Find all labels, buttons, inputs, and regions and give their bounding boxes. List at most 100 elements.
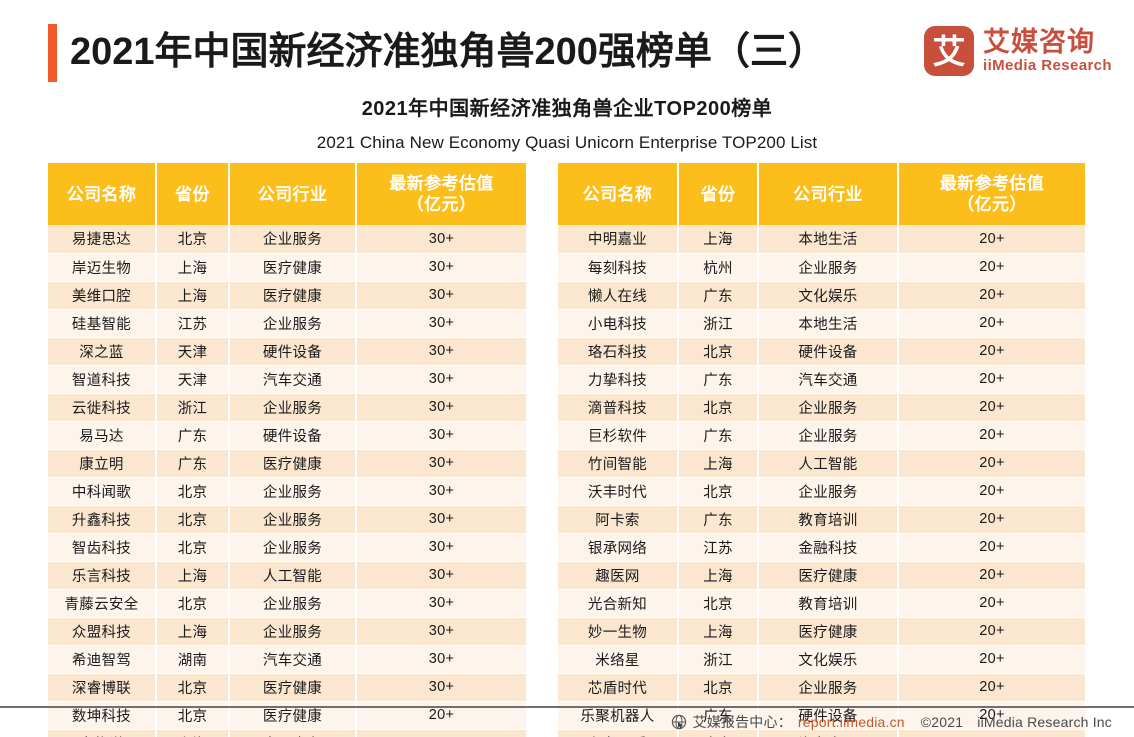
industry-cell: 汽车交通 (229, 365, 357, 394)
province-cell: 北京 (678, 393, 759, 422)
province-cell: 北京 (156, 477, 230, 506)
province-cell: 北京 (156, 505, 230, 534)
company-name-cell: 康立明 (48, 449, 157, 478)
company-name-cell: 竹间智能 (558, 449, 679, 478)
province-cell: 北京 (678, 589, 759, 618)
province-cell: 北京 (156, 701, 230, 730)
province-cell: 北京 (678, 477, 759, 506)
table-header-left: 公司名称 省份 公司行业 最新参考估值 （亿元） (48, 163, 526, 225)
province-cell: 北京 (678, 337, 759, 366)
footer-url[interactable]: report.iimedia.cn (797, 714, 905, 730)
province-cell: 广东 (678, 281, 759, 310)
column-header-province: 省份 (156, 163, 230, 225)
column-header-industry: 公司行业 (229, 163, 357, 225)
footer-organization: iiMedia Research Inc (977, 714, 1112, 730)
table-row: 有车以后广东汽车交通20+ (558, 729, 1085, 737)
company-name-cell: 深之蓝 (48, 337, 157, 366)
province-cell: 北京 (678, 673, 759, 702)
industry-cell: 企业服务 (758, 421, 899, 450)
company-name-cell: 硅基智能 (48, 309, 157, 338)
logo-text: 艾媒咨询 iiMedia Research (983, 27, 1112, 75)
table-row: 沃丰时代 北京 企业服务 20+ (558, 477, 1085, 506)
valuation-cell: 20+ (898, 365, 1085, 394)
title-accent-bar (48, 24, 57, 82)
table-header-row: 公司名称 省份 公司行业 最新参考估值 （亿元） (558, 163, 1085, 225)
company-name-cell: 乐言科技 (48, 561, 157, 590)
company-name-cell: 光合新知 (558, 589, 679, 618)
industry-cell: 医疗健康 (229, 701, 357, 730)
table-row: 小电科技 浙江 本地生活 20+ (558, 309, 1085, 338)
valuation-cell: 20+ (898, 533, 1085, 562)
table-row: 数坤科技 北京 医疗健康 20+ (48, 701, 526, 730)
company-name-cell: 众盟科技 (48, 617, 157, 646)
industry-cell: 硬件设备 (758, 701, 899, 730)
company-name-cell: 小电科技 (558, 309, 679, 338)
industry-cell: 教育培训 (758, 589, 899, 618)
valuation-cell: 30+ (356, 337, 526, 366)
industry-cell: 企业服务 (229, 533, 357, 562)
table-row: 易捷思达 北京 企业服务 30+ (48, 225, 526, 254)
valuation-cell: 30+ (356, 309, 526, 338)
page-header: 2021年中国新经济准独角兽200强榜单（三） 艾 艾媒咨询 iiMedia R… (0, 0, 1134, 90)
table-row: 硅基智能 江苏 企业服务 30+ (48, 309, 526, 338)
table-row: 众盟科技 上海 企业服务 30+ (48, 617, 526, 646)
company-name-cell: 易捷思达 (48, 225, 157, 254)
province-cell: 广东 (156, 449, 230, 478)
company-name-cell: 智齿科技 (48, 533, 157, 562)
footer-copyright: ©2021 (920, 714, 964, 730)
footer-label: 艾媒报告中心： (692, 714, 792, 730)
industry-cell: 医疗健康 (758, 561, 899, 590)
industry-cell: 人工智能 (758, 449, 899, 478)
company-name-cell: 力挚科技 (558, 365, 679, 394)
subtitle-english: 2021 China New Economy Quasi Unicorn Ent… (316, 133, 818, 152)
brand-logo: 艾 艾媒咨询 iiMedia Research (924, 26, 1112, 76)
table-header-right: 公司名称 省份 公司行业 最新参考估值 （亿元） (558, 163, 1085, 225)
province-cell: 浙江 (156, 393, 230, 422)
column-header-name: 公司名称 (48, 163, 157, 225)
province-cell: 广东 (678, 365, 759, 394)
company-name-cell: 青藤云安全 (48, 589, 157, 618)
valuation-cell: 30+ (356, 617, 526, 646)
valuation-cell: 20+ (898, 505, 1085, 534)
company-name-cell: 升鑫科技 (48, 505, 157, 534)
column-header-valuation: 最新参考估值 （亿元） (356, 163, 526, 225)
valuation-cell: 20+ (898, 477, 1085, 506)
company-name-cell: 中明嘉业 (558, 225, 679, 254)
valuation-cell: 30+ (356, 533, 526, 562)
province-cell: 浙江 (678, 645, 759, 674)
industry-cell: 医疗健康 (229, 253, 357, 282)
table-row: 升鑫科技 北京 企业服务 30+ (48, 505, 526, 534)
company-name-cell: 岸迈生物 (48, 253, 157, 282)
industry-cell: 医疗健康 (229, 449, 357, 478)
valuation-cell: 20+ (898, 617, 1085, 646)
company-name-cell: 中科闻歌 (48, 477, 157, 506)
table-row: 岸迈生物 上海 医疗健康 30+ (48, 253, 526, 282)
valuation-cell: 30+ (356, 449, 526, 478)
province-cell: 上海 (156, 561, 230, 590)
valuation-cell: 30+ (356, 477, 526, 506)
table-row: 康立明 广东 医疗健康 30+ (48, 449, 526, 478)
valuation-cell: 30+ (356, 589, 526, 618)
table-row: 美维口腔 上海 医疗健康 30+ (48, 281, 526, 310)
industry-cell: 企业服务 (229, 617, 357, 646)
industry-cell: 企业服务 (229, 393, 357, 422)
table-row: 中明嘉业 上海 本地生活 20+ (558, 225, 1085, 254)
valuation-cell: 30+ (356, 421, 526, 450)
industry-cell: 本地生活 (758, 225, 899, 254)
valuation-cell: 30+ (356, 225, 526, 254)
table-row: 智齿科技 北京 企业服务 30+ (48, 533, 526, 562)
industry-cell: 硬件设备 (758, 337, 899, 366)
province-cell: 上海 (678, 617, 759, 646)
valuation-cell: 20+ (898, 253, 1085, 282)
province-cell: 北京 (156, 225, 230, 254)
industry-cell: 企业服务 (758, 673, 899, 702)
column-header-province: 省份 (678, 163, 759, 225)
industry-cell: 企业服务 (229, 477, 357, 506)
industry-cell: 金融科技 (758, 533, 899, 562)
company-name-cell: 珞石科技 (558, 337, 679, 366)
industry-cell: 教育培训 (758, 505, 899, 534)
table-row: 懒人在线 广东 文化娱乐 20+ (558, 281, 1085, 310)
column-header-valuation: 最新参考估值 （亿元） (898, 163, 1085, 225)
valuation-cell: 20+ (898, 309, 1085, 338)
valuation-cell: 30+ (356, 673, 526, 702)
